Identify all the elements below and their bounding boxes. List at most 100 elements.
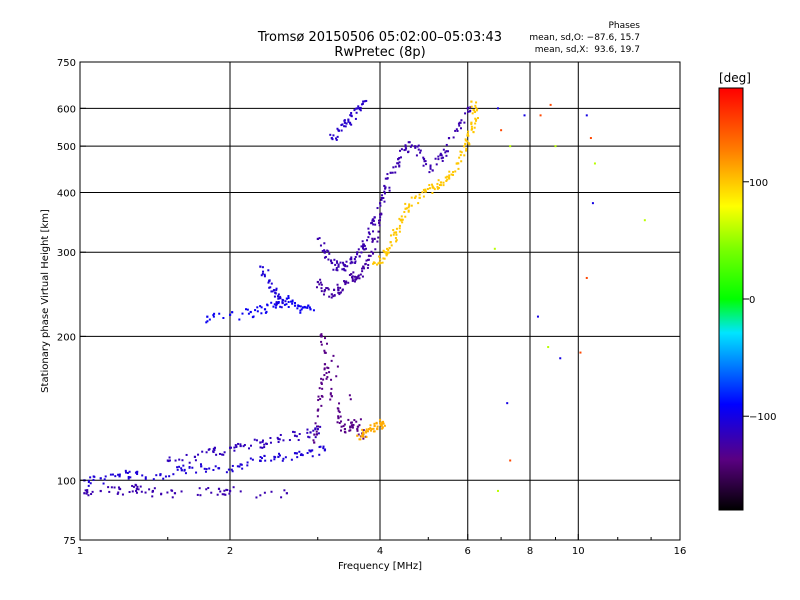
data-point xyxy=(343,125,346,128)
data-point xyxy=(314,422,317,425)
data-point xyxy=(445,154,448,157)
data-point xyxy=(176,468,179,471)
data-point xyxy=(131,490,134,493)
data-point xyxy=(116,492,119,495)
data-point xyxy=(328,295,331,298)
data-point xyxy=(424,160,427,163)
data-point xyxy=(369,254,372,257)
x-tick-label: 2 xyxy=(227,546,233,557)
data-point xyxy=(331,138,334,141)
data-point xyxy=(273,295,276,298)
data-point xyxy=(265,310,268,313)
data-point xyxy=(368,233,371,236)
data-point xyxy=(213,446,216,449)
data-point xyxy=(361,267,364,270)
data-point xyxy=(421,191,424,194)
data-point xyxy=(121,493,124,496)
data-point xyxy=(437,158,440,161)
data-point xyxy=(205,451,208,454)
x-tick-label: 4 xyxy=(377,546,383,557)
data-point xyxy=(337,289,340,292)
data-point xyxy=(178,458,181,461)
data-point xyxy=(329,133,332,136)
data-point xyxy=(344,269,347,272)
data-point xyxy=(338,293,341,296)
data-point xyxy=(323,249,326,252)
data-point xyxy=(293,452,297,455)
data-point xyxy=(309,431,312,434)
data-point xyxy=(431,185,434,188)
data-point xyxy=(315,433,318,436)
data-point xyxy=(400,215,403,218)
data-point xyxy=(523,114,526,117)
data-point xyxy=(384,187,387,190)
data-point xyxy=(379,423,382,426)
data-point xyxy=(355,111,358,114)
data-point xyxy=(382,197,385,200)
data-point xyxy=(311,455,314,458)
data-point xyxy=(314,436,317,439)
data-point xyxy=(371,219,374,222)
data-point xyxy=(349,426,352,429)
data-point xyxy=(241,312,244,315)
data-point xyxy=(227,468,230,471)
data-point xyxy=(372,261,375,264)
data-point xyxy=(322,293,325,296)
data-point xyxy=(125,471,128,474)
data-point xyxy=(261,439,264,442)
data-point xyxy=(86,491,89,494)
data-point xyxy=(199,494,202,497)
data-point xyxy=(293,304,297,307)
data-point xyxy=(87,479,90,482)
data-point xyxy=(263,308,267,311)
data-point xyxy=(350,273,353,276)
data-point xyxy=(398,227,401,230)
data-point xyxy=(319,281,322,284)
data-point xyxy=(373,422,376,425)
data-point xyxy=(229,446,232,449)
data-point xyxy=(352,279,355,282)
data-point xyxy=(320,333,323,336)
data-point xyxy=(360,435,363,438)
data-point xyxy=(279,295,282,298)
data-point xyxy=(431,186,434,189)
data-point xyxy=(466,140,469,143)
data-point xyxy=(344,265,347,268)
data-point xyxy=(178,465,181,468)
data-point xyxy=(319,425,322,428)
data-point xyxy=(320,381,323,384)
data-point xyxy=(359,106,362,109)
data-point xyxy=(324,255,327,258)
data-point xyxy=(459,150,462,153)
data-point xyxy=(330,296,333,299)
data-point xyxy=(293,431,296,434)
data-point xyxy=(313,433,316,436)
data-point xyxy=(275,301,278,304)
data-point xyxy=(102,482,105,485)
plot-frame xyxy=(79,61,681,541)
data-point xyxy=(230,468,233,471)
data-point xyxy=(509,459,512,462)
data-point xyxy=(336,261,339,264)
data-point xyxy=(442,156,445,159)
data-point xyxy=(299,311,302,314)
data-point xyxy=(394,165,397,168)
data-point xyxy=(238,318,241,321)
data-point xyxy=(160,493,163,496)
data-point xyxy=(243,443,246,446)
data-point xyxy=(301,454,304,457)
data-point xyxy=(273,303,276,306)
data-point xyxy=(372,262,375,265)
data-point xyxy=(465,147,468,150)
data-point xyxy=(367,236,370,239)
data-point xyxy=(472,130,475,133)
data-point xyxy=(318,453,321,456)
data-point xyxy=(369,427,372,430)
data-point xyxy=(266,303,269,306)
data-point xyxy=(282,439,285,442)
data-point xyxy=(381,426,384,429)
data-point xyxy=(357,433,360,436)
data-point xyxy=(341,289,344,292)
data-point xyxy=(114,475,117,478)
data-point xyxy=(245,308,248,311)
